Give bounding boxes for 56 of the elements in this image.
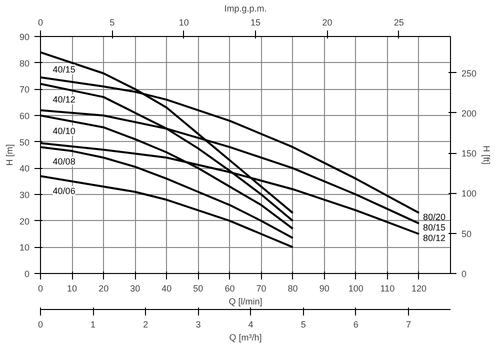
series-label: 40/10 xyxy=(52,126,76,136)
series-label: 40/06 xyxy=(52,186,76,196)
x-axis-title: Q [l/min] xyxy=(228,296,262,306)
x2-tick-label: 20 xyxy=(322,18,332,28)
y2-tick-label: 250 xyxy=(462,68,477,78)
x-tick-label: 50 xyxy=(193,284,204,294)
x-tick-label: 10 xyxy=(67,284,78,294)
text: 6 xyxy=(353,320,358,330)
x2-tick-label: 5 xyxy=(110,18,115,28)
y-tick-label: 30 xyxy=(19,190,30,200)
text: Q [m³/h] xyxy=(229,332,262,342)
y-tick-label: 80 xyxy=(19,58,30,68)
x-tick-label: 20 xyxy=(98,284,109,294)
series-label: 80/12 xyxy=(422,233,446,243)
text: 3 xyxy=(196,320,201,330)
series-label: 40/08 xyxy=(52,156,76,167)
y-tick-label: 60 xyxy=(19,111,30,121)
x-tick-label: 110 xyxy=(380,284,395,294)
series-label: 80/20 xyxy=(422,212,446,222)
x-tick-label: 40 xyxy=(162,284,172,294)
y2-tick-label: 100 xyxy=(462,188,477,199)
y-tick-label: 50 xyxy=(19,137,30,148)
y2-tick-label: 0 xyxy=(462,269,467,279)
y2-tick-label: 150 xyxy=(462,148,477,159)
y-axis-title: H [m] xyxy=(4,144,14,166)
series-label: 40/12 xyxy=(52,94,76,104)
x-tick-label: 120 xyxy=(411,284,426,294)
x-tick-label: 100 xyxy=(348,284,364,294)
y-tick-label: 10 xyxy=(19,242,30,253)
y-tick-label: 0 xyxy=(24,269,30,279)
text: 0 xyxy=(38,320,44,330)
y-tick-label: 70 xyxy=(19,84,30,95)
text: 4 xyxy=(248,320,254,330)
series-label: 80/15 xyxy=(422,222,446,232)
x-tick-label: 60 xyxy=(224,284,235,294)
series-label: 40/15 xyxy=(52,64,76,74)
x2-tick-label: 10 xyxy=(178,18,189,28)
x-tick-label: 70 xyxy=(256,284,266,294)
x2-tick-label: 25 xyxy=(394,18,404,28)
y-tick-label: 20 xyxy=(19,216,30,226)
x-tick-label: 30 xyxy=(130,284,140,294)
x2-tick-label: 15 xyxy=(250,18,261,28)
y-tick-label: 40 xyxy=(19,164,30,174)
x-tick-label: 90 xyxy=(319,284,330,294)
text: 2 xyxy=(143,320,148,330)
x-tick-label: 80 xyxy=(288,284,298,294)
text: 7 xyxy=(406,320,411,330)
y2-tick-label: 50 xyxy=(462,228,472,239)
x2-tick-label: 0 xyxy=(38,18,44,28)
x2-axis-title: Imp.g.p.m. xyxy=(224,4,267,14)
y2-axis-title: H [ft] xyxy=(482,146,492,165)
text: 1 xyxy=(90,320,96,330)
y2-tick-label: 200 xyxy=(462,108,477,118)
x-tick-label: 0 xyxy=(38,284,44,294)
text: 5 xyxy=(300,320,306,330)
y-tick-label: 90 xyxy=(19,32,30,42)
